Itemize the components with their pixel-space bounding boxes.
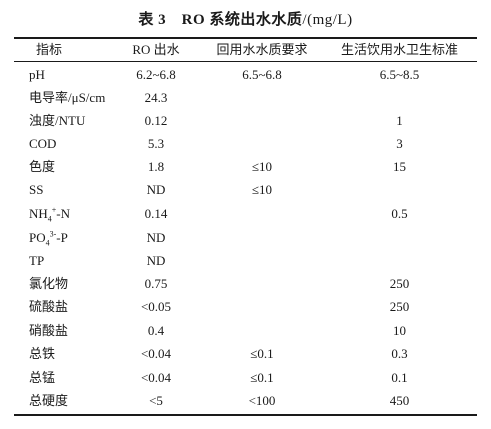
row-name: 色度: [29, 159, 56, 174]
header-indicator: 指标: [36, 42, 63, 57]
row-reuse-value: <100: [248, 393, 276, 408]
row-ro-value: 0.4: [147, 323, 165, 338]
row-name: 氯化物: [29, 276, 69, 291]
row-ro-value: <0.05: [140, 299, 172, 314]
table-row: COD 5.3 3: [0, 133, 491, 155]
row-name: pH: [29, 67, 45, 82]
table-header-row: 指标 RO 出水 回用水水质要求 生活饮用水卫生标准: [0, 39, 491, 61]
row-reuse-value: ≤0.1: [250, 370, 274, 385]
table-row: 色度 1.8 ≤10 15: [0, 156, 491, 178]
table-title: 表 3 RO 系统出水水质: [138, 12, 303, 28]
row-standard-value: 3: [396, 136, 403, 151]
row-name-base: NH: [29, 206, 48, 221]
row-ro-value: 6.2~6.8: [136, 67, 176, 82]
row-reuse-value: [202, 110, 322, 132]
table-row: 电导率/μS/cm 24.3: [0, 87, 491, 109]
row-reuse-value: [202, 133, 322, 155]
row-ro-value: <5: [149, 393, 163, 408]
row-ro-value: ND: [146, 182, 166, 197]
table-row: 氯化物 0.75 250: [0, 273, 491, 295]
row-reuse-value: [202, 250, 322, 272]
row-reuse-value: ≤10: [251, 159, 273, 174]
row-standard-value: 1: [396, 113, 403, 128]
table-row: 硝酸盐 0.4 10: [0, 320, 491, 342]
row-ro-value: 5.3: [147, 136, 165, 151]
row-name-suffix: -P: [56, 230, 68, 245]
row-standard-value: 10: [393, 323, 406, 338]
header-ro-effluent: RO 出水: [132, 42, 180, 57]
table-row: 总硬度 <5 <100 450: [0, 390, 491, 412]
table-row: 总铁 <0.04 ≤0.1 0.3: [0, 343, 491, 365]
row-name: TP: [29, 253, 45, 268]
row-name: 硝酸盐: [29, 323, 69, 338]
row-reuse-value: [202, 87, 322, 109]
row-standard-value: [322, 227, 477, 249]
row-name: 总锰: [29, 370, 56, 385]
row-ro-value: 0.75: [144, 276, 168, 291]
row-standard-value: 250: [389, 276, 410, 291]
row-ro-value: 0.14: [144, 206, 168, 221]
row-ro-value: <0.04: [140, 346, 172, 361]
row-ro-value: 0.12: [144, 113, 168, 128]
row-reuse-value: ≤0.1: [250, 346, 274, 361]
table-row: 浊度/NTU 0.12 1: [0, 110, 491, 132]
row-name: NH4+-N: [29, 203, 129, 225]
table-unit: /(mg/L): [302, 12, 353, 28]
row-name: 总铁: [29, 346, 56, 361]
table-row: pH 6.2~6.8 6.5~6.8 6.5~8.5: [0, 64, 491, 86]
row-standard-value: 15: [393, 159, 406, 174]
row-standard-value: [322, 87, 477, 109]
row-name: 电导率/μS/cm: [29, 90, 106, 105]
table-row: SS ND ≤10: [0, 179, 491, 201]
row-name: SS: [29, 182, 44, 197]
row-standard-value: 0.1: [391, 370, 408, 385]
row-ro-value: 24.3: [144, 90, 168, 105]
row-name: 硫酸盐: [29, 299, 69, 314]
row-ro-value: ND: [146, 253, 166, 268]
row-name: 总硬度: [29, 393, 69, 408]
row-standard-value: [322, 179, 477, 201]
table-row: 总锰 <0.04 ≤0.1 0.1: [0, 367, 491, 389]
row-standard-value: 0.5: [391, 206, 408, 221]
row-name-superscript: +: [51, 205, 57, 215]
row-ro-value: ND: [146, 230, 166, 245]
row-ro-value: 1.8: [147, 159, 165, 174]
row-name-subscript: 4: [47, 214, 52, 224]
row-name-suffix: -N: [56, 206, 71, 221]
row-reuse-value: 6.5~6.8: [242, 67, 282, 82]
row-reuse-value: [202, 320, 322, 342]
row-reuse-value: ≤10: [251, 182, 273, 197]
table-caption: 表 3 RO 系统出水水质/(mg/L): [0, 8, 491, 29]
table-row: NH4+-N 0.14 0.5: [0, 203, 491, 225]
header-drinking-standard: 生活饮用水卫生标准: [340, 42, 458, 57]
header-reuse-requirement: 回用水水质要求: [216, 42, 308, 57]
table-row: 硫酸盐 <0.05 250: [0, 296, 491, 318]
row-name: COD: [29, 136, 57, 151]
row-reuse-value: [202, 296, 322, 318]
row-name-subscript: 4: [45, 238, 50, 248]
row-name-base: PO: [29, 230, 46, 245]
row-name-superscript: 3-: [49, 229, 57, 239]
row-standard-value: 450: [389, 393, 410, 408]
row-ro-value: <0.04: [140, 370, 172, 385]
row-reuse-value: [202, 203, 322, 225]
table-row: TP ND: [0, 250, 491, 272]
row-reuse-value: [202, 227, 322, 249]
row-standard-value: 250: [389, 299, 410, 314]
row-reuse-value: [202, 273, 322, 295]
header-rule: [14, 61, 477, 62]
top-rule: [14, 37, 477, 39]
row-name: PO43--P: [29, 227, 129, 249]
table-row: PO43--P ND: [0, 227, 491, 249]
bottom-rule: [14, 414, 477, 416]
row-standard-value: 6.5~8.5: [379, 67, 420, 82]
row-standard-value: 0.3: [391, 346, 408, 361]
row-standard-value: [322, 250, 477, 272]
row-name: 浊度/NTU: [29, 113, 86, 128]
